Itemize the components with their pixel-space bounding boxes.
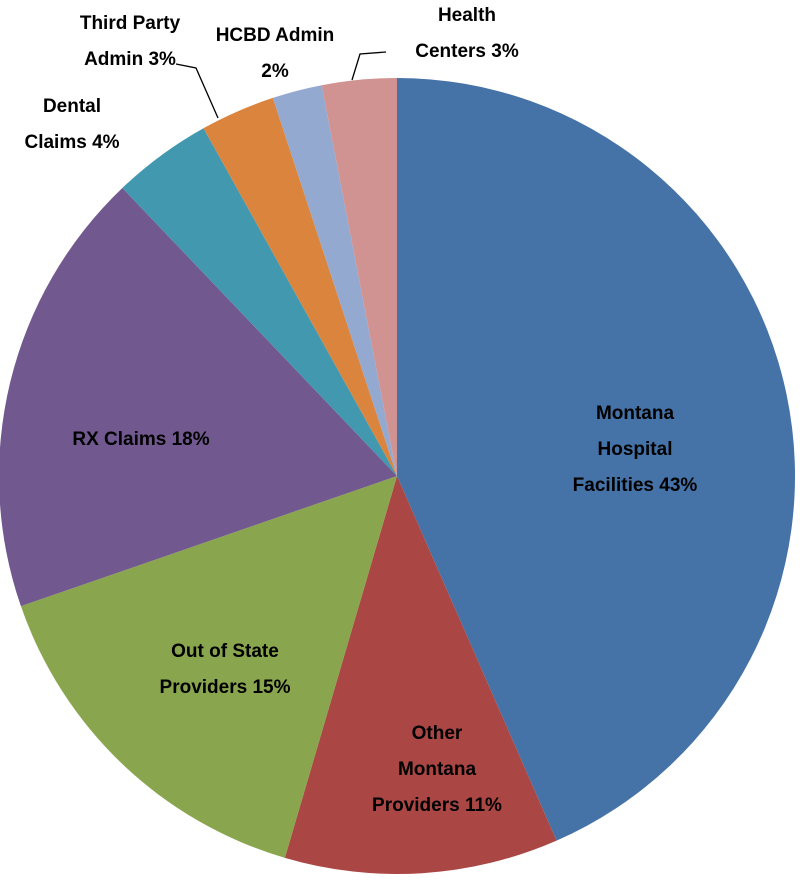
pie-slice (203, 97, 397, 476)
pie-slice (20, 476, 397, 858)
category-label: Health Centers (415, 5, 497, 62)
category-label: Montana Hospital Facilities (572, 403, 675, 496)
slice-label: Health Centers 3% (410, 0, 525, 70)
value-label: 11% (464, 795, 502, 816)
value-label: 4% (92, 132, 120, 153)
pie-slice (397, 78, 795, 841)
slice-label: Third Party Admin 3% (75, 6, 185, 78)
category-label: Other Montana Providers (372, 723, 477, 816)
value-label: 15% (252, 677, 291, 698)
value-label: 2% (261, 61, 289, 82)
slice-label: Other Montana Providers 11% (371, 716, 504, 824)
value-label: 43% (659, 475, 698, 496)
slices (0, 78, 795, 874)
leader-line (175, 63, 219, 119)
category-label: RX Claims (72, 429, 167, 450)
slice-label: Montana Hospital Facilities 43% (563, 396, 708, 504)
category-label: HCBD Admin (215, 25, 335, 46)
category-label: Third Party Admin (79, 13, 181, 70)
slice-label: Dental Claims 4% (17, 89, 127, 161)
pie-slice (122, 128, 397, 476)
pie-slice (321, 78, 397, 476)
value-label: 3% (148, 49, 176, 70)
category-label: Out of State Providers (159, 641, 279, 698)
leader-line (351, 51, 387, 81)
value-label: 3% (491, 41, 519, 62)
slice-label: Out of State Providers 15% (155, 634, 295, 706)
pie-slice (284, 476, 557, 874)
category-label: Dental Claims (24, 96, 102, 153)
slice-label: RX Claims 18% (41, 422, 241, 458)
value-label: 18% (171, 429, 210, 450)
pie-slice (272, 85, 397, 476)
slice-label: HCBD Admin 2% (213, 18, 338, 90)
pie-slice (0, 187, 397, 607)
